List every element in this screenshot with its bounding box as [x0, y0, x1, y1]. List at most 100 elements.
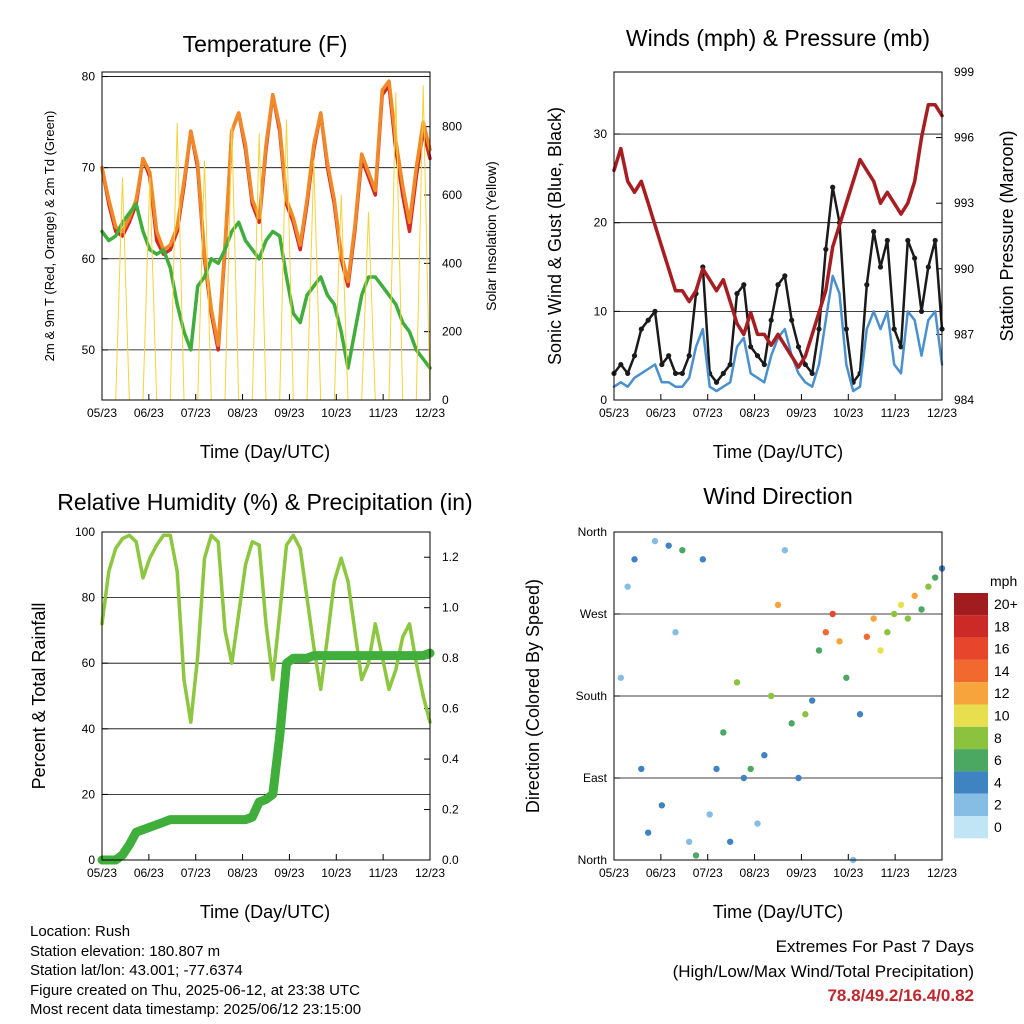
y-right-tick-label: 0.0 [442, 853, 459, 867]
elevation-text: Station elevation: 180.807 m [30, 942, 221, 960]
y-tick-label: 30 [594, 127, 608, 141]
gust-point [905, 237, 911, 244]
wind-direction-point [774, 601, 782, 609]
gust-point [795, 344, 802, 350]
wind-direction-point [679, 547, 686, 554]
created-text: Figure created on Thu, 2025-06-12, at 23… [30, 981, 360, 999]
wind-direction-point [890, 610, 898, 618]
colorbar-swatch [954, 593, 988, 616]
station-info: Location: Rush Station elevation: 180.80… [30, 922, 361, 1020]
wind-direction-point [808, 697, 816, 704]
x-tick-label: 11/23 [369, 406, 398, 420]
x-axis-label: Time (Day/UTC) [200, 442, 330, 462]
x-tick-label: 08/23 [740, 406, 770, 420]
gust-point [925, 264, 931, 270]
gust-point [918, 308, 925, 314]
y-right-axis-label: Solar Insolation (Yellow) [483, 161, 499, 311]
colorbar-label: 10 [994, 708, 1010, 724]
gust-point [789, 317, 795, 323]
y-right-tick-label: 0 [442, 393, 449, 407]
x-tick-label: 12/23 [415, 866, 445, 880]
colorbar-swatch [954, 793, 988, 816]
y-tick-label: 0 [600, 393, 607, 407]
wind-direction-point [815, 647, 823, 654]
chart-panel-3: 0 20 40 60 80 100 0.0 0.2 0.4 0.6 0.8 1.0 1.2 05/23 06… [29, 489, 473, 922]
series-line-3 [100, 202, 432, 370]
y-axis-label: Sonic Wind & Gust (Blue, Black) [545, 107, 565, 365]
x-tick-label: 11/23 [881, 866, 910, 880]
gust-point [816, 326, 822, 332]
wind-direction-point [788, 720, 795, 727]
x-tick-label: 07/23 [181, 866, 211, 880]
wind-direction-point [617, 674, 625, 681]
y-tick-label: 10 [594, 304, 608, 318]
y-right-tick-label: 800 [442, 120, 462, 134]
y-right-axis-label: Station Pressure (Maroon) [997, 130, 1017, 341]
y-right-tick-label: 987 [954, 327, 974, 341]
gust-point [659, 361, 665, 368]
wind-direction-point [761, 752, 768, 759]
x-tick-label: 06/23 [646, 866, 676, 880]
gust-point [843, 326, 849, 332]
colorbar-title: mph [990, 573, 1017, 589]
wind-direction-point [638, 765, 645, 773]
y-tick-label: 60 [82, 656, 96, 670]
colorbar-swatch [954, 726, 988, 750]
gust-point [666, 353, 672, 359]
wind-direction-point [754, 820, 761, 827]
wind-direction-point [836, 638, 843, 645]
extremes-block: Extremes For Past 7 Days (High/Low/Max W… [673, 935, 974, 1009]
latlon-text: Station lat/lon: 43.001; -77.6374 [30, 962, 243, 979]
y-tick-label: 20 [594, 216, 608, 230]
x-tick-label: 08/23 [740, 866, 770, 880]
x-tick-label: 07/23 [181, 406, 211, 420]
x-tick-label: 10/23 [321, 866, 351, 880]
y-tick-label: 100 [75, 525, 95, 539]
wind-direction-point [726, 838, 734, 845]
y-right-tick-label: 0.6 [442, 702, 459, 716]
wind-direction-point [843, 674, 850, 681]
wind-direction-point [822, 629, 830, 636]
gust-point [891, 326, 897, 332]
gust-point [625, 370, 631, 377]
gust-point [802, 361, 808, 368]
x-tick-label: 12/23 [927, 406, 957, 420]
gust-point [912, 255, 918, 261]
x-axis-label: Time (Day/UTC) [200, 902, 330, 922]
chart-title: Winds (mph) & Pressure (mb) [626, 25, 930, 51]
gust-point [823, 246, 829, 252]
extremes-title: Extremes For Past 7 Days [775, 937, 974, 956]
plot-frame [101, 531, 431, 861]
gust-point [672, 370, 679, 377]
gust-point [768, 317, 774, 323]
series-line-1 [100, 533, 432, 724]
y-right-tick-label: 0.8 [442, 651, 459, 665]
wind-direction-point [747, 765, 754, 773]
x-tick-label: 07/23 [693, 406, 723, 420]
y-tick-label: South [576, 689, 607, 703]
y-tick-label: North [578, 525, 607, 539]
gust-point [631, 353, 638, 359]
y-tick-label: 70 [82, 161, 96, 175]
y-tick-label: East [583, 771, 608, 785]
x-tick-label: 09/23 [274, 406, 304, 420]
wind-direction-point [904, 615, 912, 622]
wind-direction-point [925, 583, 932, 590]
wind-direction-point [884, 629, 891, 636]
gust-point [877, 264, 884, 270]
gust-point [898, 344, 904, 350]
plot-area [102, 532, 430, 860]
wind-direction-point [631, 556, 638, 563]
x-tick-label: 12/23 [415, 406, 445, 420]
x-tick-label: 11/23 [369, 866, 398, 880]
colorbar-swatch [954, 704, 988, 727]
gust-point [734, 291, 740, 297]
chart-title: Wind Direction [703, 483, 853, 509]
colorbar-label: 14 [994, 663, 1010, 679]
x-axis-label: Time (Day/UTC) [713, 902, 843, 922]
wind-direction-point [733, 679, 741, 686]
x-tick-label: 10/23 [833, 866, 863, 880]
gust-point [761, 361, 767, 368]
colorbar-label: 8 [994, 730, 1002, 746]
